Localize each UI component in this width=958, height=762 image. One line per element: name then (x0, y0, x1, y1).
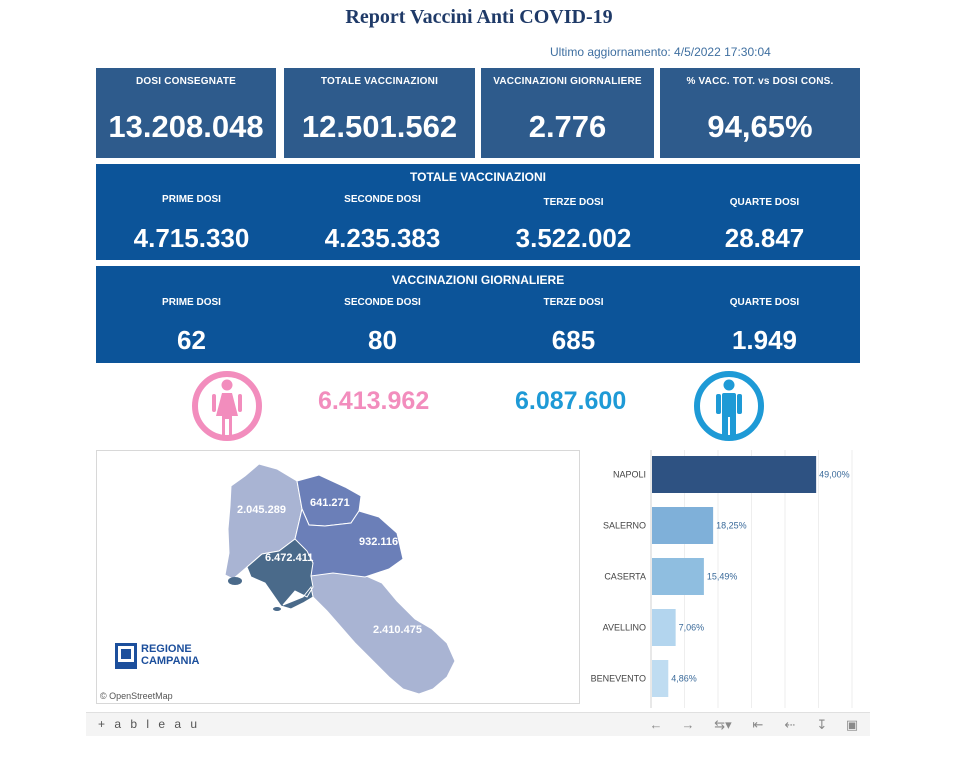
totale-quarte-dosi: QUARTE DOSI 28.847 (669, 197, 860, 254)
download-icon[interactable]: ↧ (816, 717, 828, 732)
dose-value: 62 (177, 325, 206, 355)
pause-icon[interactable]: ⇤ (752, 717, 764, 732)
island-ischia (228, 577, 242, 585)
female-vaccinations-value: 6.413.962 (318, 387, 430, 415)
bar-salerno[interactable] (652, 507, 714, 544)
map-label-napoli: 6.472.411 (265, 552, 313, 564)
kpi-label: VACCINAZIONI GIORNALIERE (493, 76, 642, 87)
dose-label: TERZE DOSI (543, 197, 604, 208)
kpi-totale-vaccinazioni: TOTALE VACCINAZIONI 12.501.562 (284, 68, 475, 158)
tableau-logo[interactable]: + a b l e a u (98, 717, 201, 731)
last-update-text: Ultimo aggiornamento: 4/5/2022 17:30:04 (550, 45, 771, 59)
kpi-value: 94,65% (707, 109, 813, 144)
logo-text-campania: CAMPANIA (141, 655, 200, 667)
map-label-caserta: 2.045.289 (237, 504, 286, 516)
totale-seconde-dosi: SECONDE DOSI 4.235.383 (287, 194, 478, 254)
dose-value: 80 (368, 325, 397, 355)
page-title: Report Vaccini Anti COVID-19 (345, 6, 613, 28)
dose-value: 4.235.383 (324, 223, 441, 253)
tableau-toolbar: + a b l e a u ← → ⇆▾ ⇤ ⇠ ↧ ▣ (86, 712, 870, 736)
panel-title: VACCINAZIONI GIORNALIERE (391, 273, 565, 287)
map-attribution[interactable]: © OpenStreetMap (100, 691, 173, 701)
dose-label: QUARTE DOSI (729, 197, 800, 208)
kpi-label: TOTALE VACCINAZIONI (320, 76, 439, 87)
male-vaccinations-value: 6.087.600 (515, 387, 627, 415)
bar-category-label: SALERNO (603, 521, 646, 531)
bar-value-label: 4,86% (671, 674, 697, 684)
bar-value-label: 49,00% (819, 470, 850, 480)
dose-value: 685 (551, 325, 596, 355)
province-napoli (246, 538, 314, 610)
dose-label: TERZE DOSI (543, 297, 604, 308)
undo-icon[interactable]: ← (649, 717, 663, 732)
regione-campania-logo: REGIONE CAMPANIA (115, 643, 200, 669)
map-label-avellino: 932.116 (359, 536, 398, 548)
island-capri (273, 607, 281, 611)
bar-category-label: AVELLINO (603, 623, 646, 633)
totale-terze-dosi: TERZE DOSI 3.522.002 (478, 197, 669, 254)
kpi-value: 12.501.562 (301, 109, 458, 144)
kpi-value: 2.776 (528, 109, 607, 144)
dose-value: 28.847 (724, 223, 805, 253)
dose-label: SECONDE DOSI (344, 194, 421, 205)
vaccinazioni-giornaliere-panel: VACCINAZIONI GIORNALIERE PRIME DOSI 62 S… (96, 266, 860, 363)
bar-chart-svg: NAPOLI 49,00% SALERNO 18,25% CASERTA 15,49% AV… (591, 450, 853, 708)
province-bar-chart: NAPOLI 49,00% SALERNO 18,25% CASERTA 15,49% AV… (584, 450, 870, 710)
totale-vaccinazioni-panel: TOTALE VACCINAZIONI PRIME DOSI 4.715.330… (96, 164, 860, 260)
province-salerno (310, 568, 456, 695)
bar-value-label: 15,49% (707, 572, 738, 582)
redo-icon[interactable]: → (681, 717, 695, 732)
fullscreen-icon[interactable]: ▣ (845, 717, 859, 732)
giornaliere-seconde-dosi: SECONDE DOSI 80 (287, 297, 478, 356)
dose-value: 4.715.330 (133, 223, 250, 253)
kpi-label: % VACC. TOT. vs DOSI CONS. (686, 76, 834, 87)
dose-value: 1.949 (731, 325, 798, 355)
bar-benevento[interactable] (652, 660, 669, 697)
kpi-percentuale: % VACC. TOT. vs DOSI CONS. 94,65% (660, 68, 860, 158)
dose-value: 3.522.002 (515, 223, 632, 253)
kpi-label: DOSI CONSEGNATE (135, 76, 237, 87)
bar-category-label: CASERTA (604, 572, 646, 582)
bar-category-label: BENEVENTO (591, 674, 646, 684)
kpi-vaccinazioni-giornaliere: VACCINAZIONI GIORNALIERE 2.776 (481, 68, 654, 158)
map-label-salerno: 2.410.475 (373, 624, 422, 636)
campania-map[interactable]: 2.045.289 641.271 932.116 6.472.411 2.41… (96, 450, 580, 704)
bar-napoli[interactable] (652, 456, 817, 493)
giornaliere-prime-dosi: PRIME DOSI 62 (96, 297, 287, 356)
female-person-icon (192, 371, 262, 441)
bar-caserta[interactable] (652, 558, 704, 595)
bar-value-label: 7,06% (679, 623, 705, 633)
male-person-icon (694, 371, 764, 441)
dose-label: PRIME DOSI (162, 194, 221, 205)
giornaliere-terze-dosi: TERZE DOSI 685 (478, 297, 669, 356)
kpi-value: 13.208.048 (108, 109, 264, 144)
logo-text-regione: REGIONE (141, 643, 192, 655)
kpi-dosi-consegnate: DOSI CONSEGNATE 13.208.048 (96, 68, 276, 158)
dose-label: PRIME DOSI (162, 297, 221, 308)
dose-label: SECONDE DOSI (344, 297, 421, 308)
giornaliere-quarte-dosi: QUARTE DOSI 1.949 (669, 297, 860, 356)
panel-title: TOTALE VACCINAZIONI (410, 170, 546, 184)
bar-avellino[interactable] (652, 609, 676, 646)
share-icon[interactable]: ⇠ (784, 717, 796, 732)
map-label-benevento: 641.271 (310, 497, 350, 509)
dose-label: QUARTE DOSI (729, 297, 800, 308)
bar-value-label: 18,25% (716, 521, 747, 531)
totale-prime-dosi: PRIME DOSI 4.715.330 (96, 194, 287, 254)
province-map-svg[interactable]: 2.045.289 641.271 932.116 6.472.411 2.41… (97, 451, 581, 705)
revert-icon[interactable]: ⇆▾ (714, 717, 732, 732)
bar-category-label: NAPOLI (613, 470, 646, 480)
